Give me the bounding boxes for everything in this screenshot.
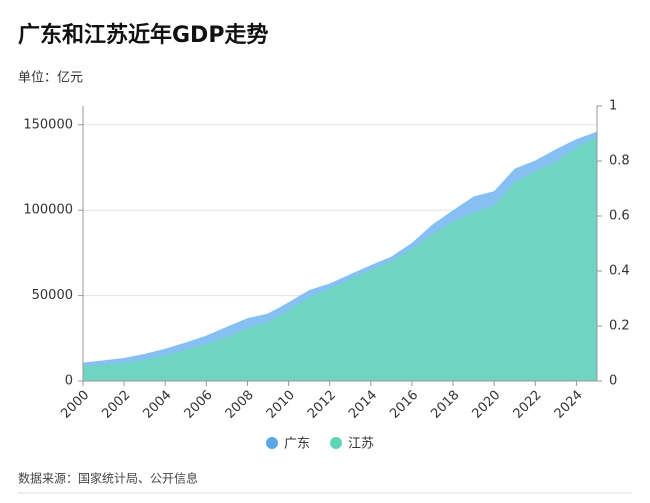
legend-label: 江苏 (348, 436, 374, 452)
x-tick-label: 2004 (141, 388, 175, 422)
x-tick-label: 2008 (223, 388, 257, 422)
x-tick-label: 2016 (387, 388, 421, 422)
y2-tick-label: 1 (609, 99, 617, 114)
chart-title: 广东和江苏近年GDP走势 (18, 22, 268, 48)
y-tick-label: 0 (65, 374, 73, 389)
legend-marker (266, 437, 278, 449)
legend-label: 广东 (284, 437, 310, 452)
legend-marker (330, 437, 342, 449)
unit-label: 单位：亿元 (18, 71, 83, 86)
x-tick-label: 2000 (58, 388, 92, 422)
x-tick-label: 2002 (99, 388, 133, 422)
x-tick-label: 2006 (182, 388, 216, 422)
x-tick-label: 2024 (552, 388, 586, 422)
x-tick-label: 2010 (264, 388, 298, 422)
y2-tick-label: 0.6 (609, 209, 630, 224)
y-tick-label: 50000 (32, 288, 73, 303)
y2-tick-label: 0.4 (609, 264, 630, 279)
x-tick-label: 2020 (469, 388, 503, 422)
area (83, 136, 597, 381)
y2-tick-label: 0 (609, 374, 617, 389)
y2-tick-label: 0.2 (609, 319, 630, 334)
x-tick-label: 2018 (428, 388, 462, 422)
y-tick-label: 150000 (23, 117, 73, 132)
y2-tick-label: 0.8 (609, 154, 630, 169)
y-tick-label: 100000 (23, 203, 73, 218)
x-tick-label: 2014 (346, 388, 380, 422)
x-tick-label: 2012 (305, 388, 339, 422)
x-tick-label: 2022 (511, 388, 545, 422)
source-note: 数据来源：国家统计局、公开信息 (18, 471, 198, 486)
